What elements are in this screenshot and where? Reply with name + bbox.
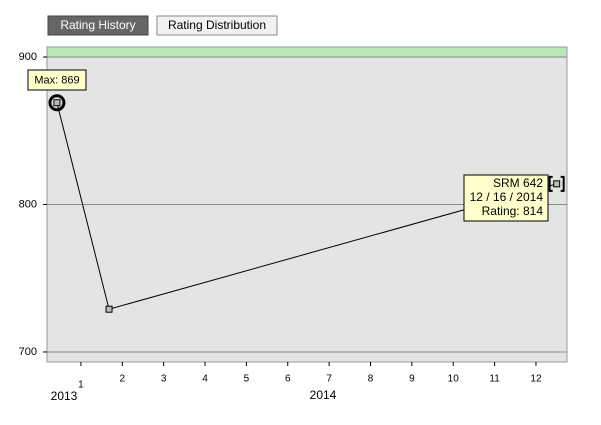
tooltip-line: SRM 642 [493,176,543,190]
point [53,99,61,107]
tab-button[interactable] [47,15,149,36]
x-tick-label: 6 [285,374,291,385]
max-label-box [27,69,87,91]
y-tick-label: 800 [19,198,37,210]
tab[interactable]: Rating History [47,15,149,36]
year-label: 2013 [51,389,78,403]
max-label: Max: 869 [34,74,79,86]
max-marker [48,94,66,112]
point [105,305,113,313]
x-tick-label: 4 [202,374,208,385]
x-tick-label: 1 [78,380,84,391]
tab-label[interactable]: Rating Distribution [168,18,266,32]
band [46,46,568,58]
tab-button[interactable] [156,15,278,36]
tab[interactable]: Rating Distribution [156,15,278,36]
x-tick-label: 5 [244,374,250,385]
y-tick-label: 700 [19,346,37,358]
x-tick-label: 8 [368,374,374,385]
x-tick-label: 10 [448,374,460,385]
tab-label[interactable]: Rating History [60,18,135,32]
year-label: 2014 [310,388,337,402]
x-tick-label: 7 [326,374,332,385]
x-tick-label: 3 [161,374,167,385]
x-tick-label: 2 [120,374,126,385]
tooltip-box [463,174,549,222]
x-tick-label: 12 [530,374,542,385]
y-tick-label: 900 [19,51,37,63]
x-tick-label: 9 [409,374,415,385]
tooltip-line: Rating: 814 [482,204,544,218]
selection-bracket [548,175,565,192]
x-tick-label: 11 [489,374,500,385]
tooltip-line: 12 / 16 / 2014 [470,190,544,204]
point [553,180,561,188]
